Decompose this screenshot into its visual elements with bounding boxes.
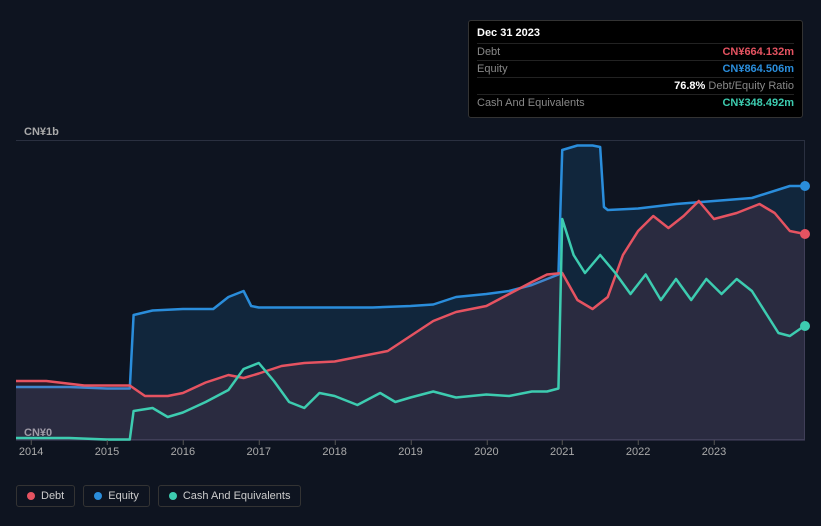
- x-tick: 2022: [626, 446, 650, 458]
- tooltip-row-value: CN¥664.132m: [722, 46, 794, 58]
- x-tick: 2014: [19, 446, 43, 458]
- legend-dot: [94, 492, 102, 500]
- cash-and-equivalents-end-marker: [800, 321, 810, 331]
- debt-end-marker: [800, 229, 810, 239]
- legend-label: Cash And Equivalents: [183, 490, 291, 502]
- x-tick: 2016: [171, 446, 195, 458]
- tooltip-row-label: Cash And Equivalents: [477, 97, 585, 109]
- x-tick: 2021: [550, 446, 574, 458]
- legend-dot: [27, 492, 35, 500]
- x-tick: 2019: [398, 446, 422, 458]
- x-tick: 2023: [702, 446, 726, 458]
- legend-dot: [169, 492, 177, 500]
- chart-svg: [16, 141, 805, 441]
- equity-end-marker: [800, 181, 810, 191]
- tooltip-row: Cash And Equivalents CN¥348.492m: [477, 94, 794, 111]
- chart-area[interactable]: [16, 140, 805, 440]
- x-tick: 2020: [474, 446, 498, 458]
- x-tick: 2017: [247, 446, 271, 458]
- tooltip-row: Debt CN¥664.132m: [477, 43, 794, 60]
- legend-label: Equity: [108, 490, 139, 502]
- x-tick: 2015: [95, 446, 119, 458]
- tooltip-row-label: Debt: [477, 46, 500, 58]
- tooltip-row-value: CN¥348.492m: [722, 97, 794, 109]
- x-axis: 2014 2015 2016 2017 2018 2019 2020 2021 2022 2023: [16, 440, 805, 460]
- legend-label: Debt: [41, 490, 64, 502]
- tooltip-row-value: 76.8% Debt/Equity Ratio: [674, 80, 794, 92]
- chart-legend: Debt Equity Cash And Equivalents: [16, 485, 301, 507]
- tooltip-row: 76.8% Debt/Equity Ratio: [477, 77, 794, 94]
- legend-item-cash-and-equivalents[interactable]: Cash And Equivalents: [158, 485, 302, 507]
- x-tick: 2018: [322, 446, 346, 458]
- tooltip-row-value: CN¥864.506m: [722, 63, 794, 75]
- tooltip-row: Equity CN¥864.506m: [477, 60, 794, 77]
- tooltip-row-label: Equity: [477, 63, 508, 75]
- tooltip-date: Dec 31 2023: [477, 27, 794, 39]
- legend-item-equity[interactable]: Equity: [83, 485, 150, 507]
- legend-item-debt[interactable]: Debt: [16, 485, 75, 507]
- chart-tooltip: Dec 31 2023 Debt CN¥664.132m Equity CN¥864.…: [468, 20, 803, 118]
- y-axis-top-label: CN¥1b: [24, 126, 59, 138]
